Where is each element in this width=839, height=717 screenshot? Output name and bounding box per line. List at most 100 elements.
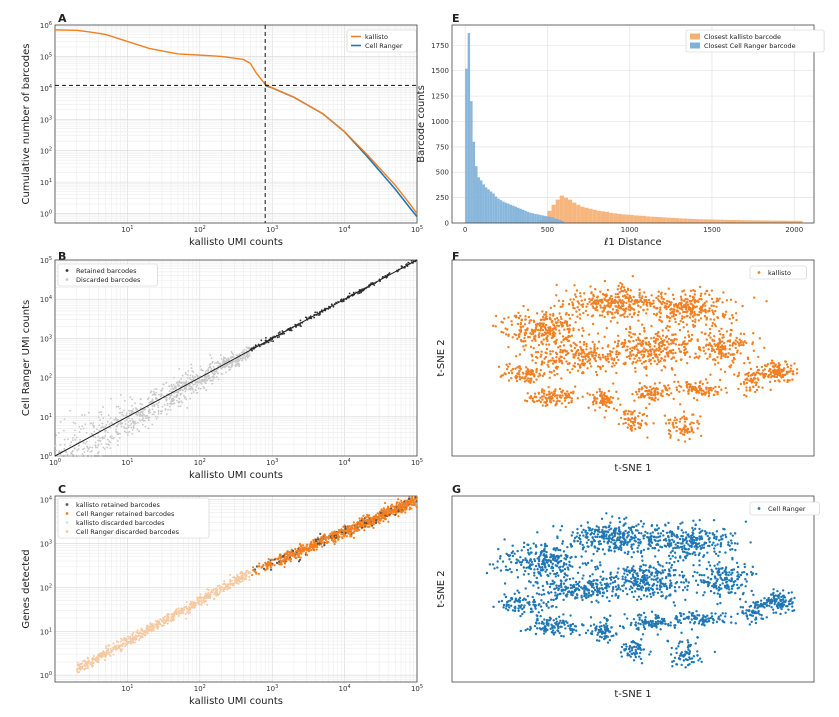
discarded-point	[119, 644, 122, 647]
discarded-point	[245, 346, 248, 349]
tsne-point	[628, 334, 631, 337]
discarded-point	[54, 449, 57, 452]
tsne-point	[575, 310, 578, 313]
tsne-point	[757, 368, 761, 372]
discarded-point	[160, 395, 162, 398]
retained-point	[267, 558, 270, 561]
kallisto-bar	[637, 215, 643, 223]
tsne-point	[522, 304, 525, 308]
tsne-point	[698, 297, 701, 301]
cell-ranger-bar	[551, 217, 555, 223]
discarded-point	[184, 612, 187, 615]
discarded-point	[170, 383, 173, 386]
y-tick-label: 750	[436, 143, 449, 151]
retained-point	[272, 340, 274, 343]
retained-point	[413, 501, 416, 505]
tsne-point	[573, 307, 576, 310]
tsne-point	[606, 311, 609, 314]
discarded-point	[209, 593, 212, 596]
discarded-point	[206, 594, 209, 597]
discarded-point	[139, 415, 141, 418]
discarded-point	[163, 403, 166, 406]
legend-label: Closest Cell Ranger barcode	[704, 42, 796, 50]
retained-point	[270, 558, 273, 561]
tsne-point	[795, 368, 799, 371]
discarded-point	[139, 629, 142, 632]
tsne-point	[703, 304, 707, 307]
tsne-point	[652, 336, 656, 339]
discarded-point	[232, 353, 235, 356]
tsne-point	[589, 365, 593, 368]
discarded-point	[101, 422, 104, 425]
discarded-point	[175, 613, 178, 616]
discarded-point	[237, 575, 240, 578]
tsne-point	[758, 337, 762, 340]
retained-point	[321, 537, 324, 541]
cell-ranger-bar	[549, 216, 552, 223]
tsne-point	[535, 323, 539, 326]
tsne-point	[531, 397, 534, 400]
retained-point	[374, 513, 377, 517]
discarded-point	[142, 419, 145, 422]
retained-point	[398, 505, 401, 508]
tsne-point	[491, 324, 495, 328]
discarded-point	[234, 364, 237, 367]
discarded-point	[58, 432, 60, 434]
tsne-point	[637, 310, 641, 314]
y-tick-label: 103	[40, 334, 52, 343]
retained-point	[372, 515, 375, 518]
tsne-point	[549, 313, 552, 316]
tsne-point	[529, 345, 533, 349]
tsne-point	[594, 352, 598, 355]
tsne-point	[736, 340, 739, 344]
discarded-point	[87, 661, 90, 664]
tsne-point	[541, 310, 544, 313]
tsne-point	[524, 318, 527, 321]
retained-point	[286, 550, 289, 553]
tsne-point	[699, 294, 702, 298]
discarded-point	[175, 609, 178, 612]
tsne-point	[712, 318, 716, 321]
discarded-point	[129, 424, 131, 427]
discarded-point	[136, 428, 139, 431]
discarded-point	[154, 620, 157, 623]
tsne-point	[581, 395, 584, 399]
discarded-point	[102, 406, 104, 408]
y-tick-label: 105	[40, 52, 52, 61]
discarded-point	[244, 357, 246, 360]
discarded-point	[106, 438, 109, 441]
tsne-point	[593, 343, 596, 346]
tsne-point	[615, 355, 619, 359]
kallisto-bar	[621, 214, 626, 223]
tsne-point	[542, 338, 545, 341]
discarded-point	[153, 623, 156, 626]
tsne-point	[593, 345, 596, 348]
y-tick-label: 103	[40, 115, 52, 124]
discarded-point	[83, 414, 86, 416]
discarded-point	[127, 641, 130, 644]
tsne-point	[659, 319, 663, 323]
legend-label: Discarded barcodes	[76, 276, 141, 284]
tsne-point	[581, 371, 584, 375]
tsne-point	[755, 365, 759, 369]
tsne-point	[681, 315, 684, 318]
retained-point	[351, 524, 354, 527]
discarded-point	[148, 408, 151, 411]
discarded-point	[78, 425, 81, 428]
tsne-point	[595, 373, 599, 377]
retained-point	[262, 564, 265, 567]
tsne-point	[597, 302, 600, 305]
discarded-point	[178, 384, 181, 387]
tsne-point	[594, 307, 597, 310]
tsne-point	[693, 313, 697, 316]
tsne-point	[663, 358, 666, 362]
tsne-point	[723, 341, 726, 345]
discarded-point	[146, 628, 149, 631]
tsne-point	[497, 365, 501, 369]
tsne-point	[642, 347, 646, 350]
discarded-point	[141, 415, 144, 418]
discarded-point	[123, 427, 126, 429]
tsne-point	[524, 344, 527, 347]
discarded-point	[201, 601, 204, 604]
